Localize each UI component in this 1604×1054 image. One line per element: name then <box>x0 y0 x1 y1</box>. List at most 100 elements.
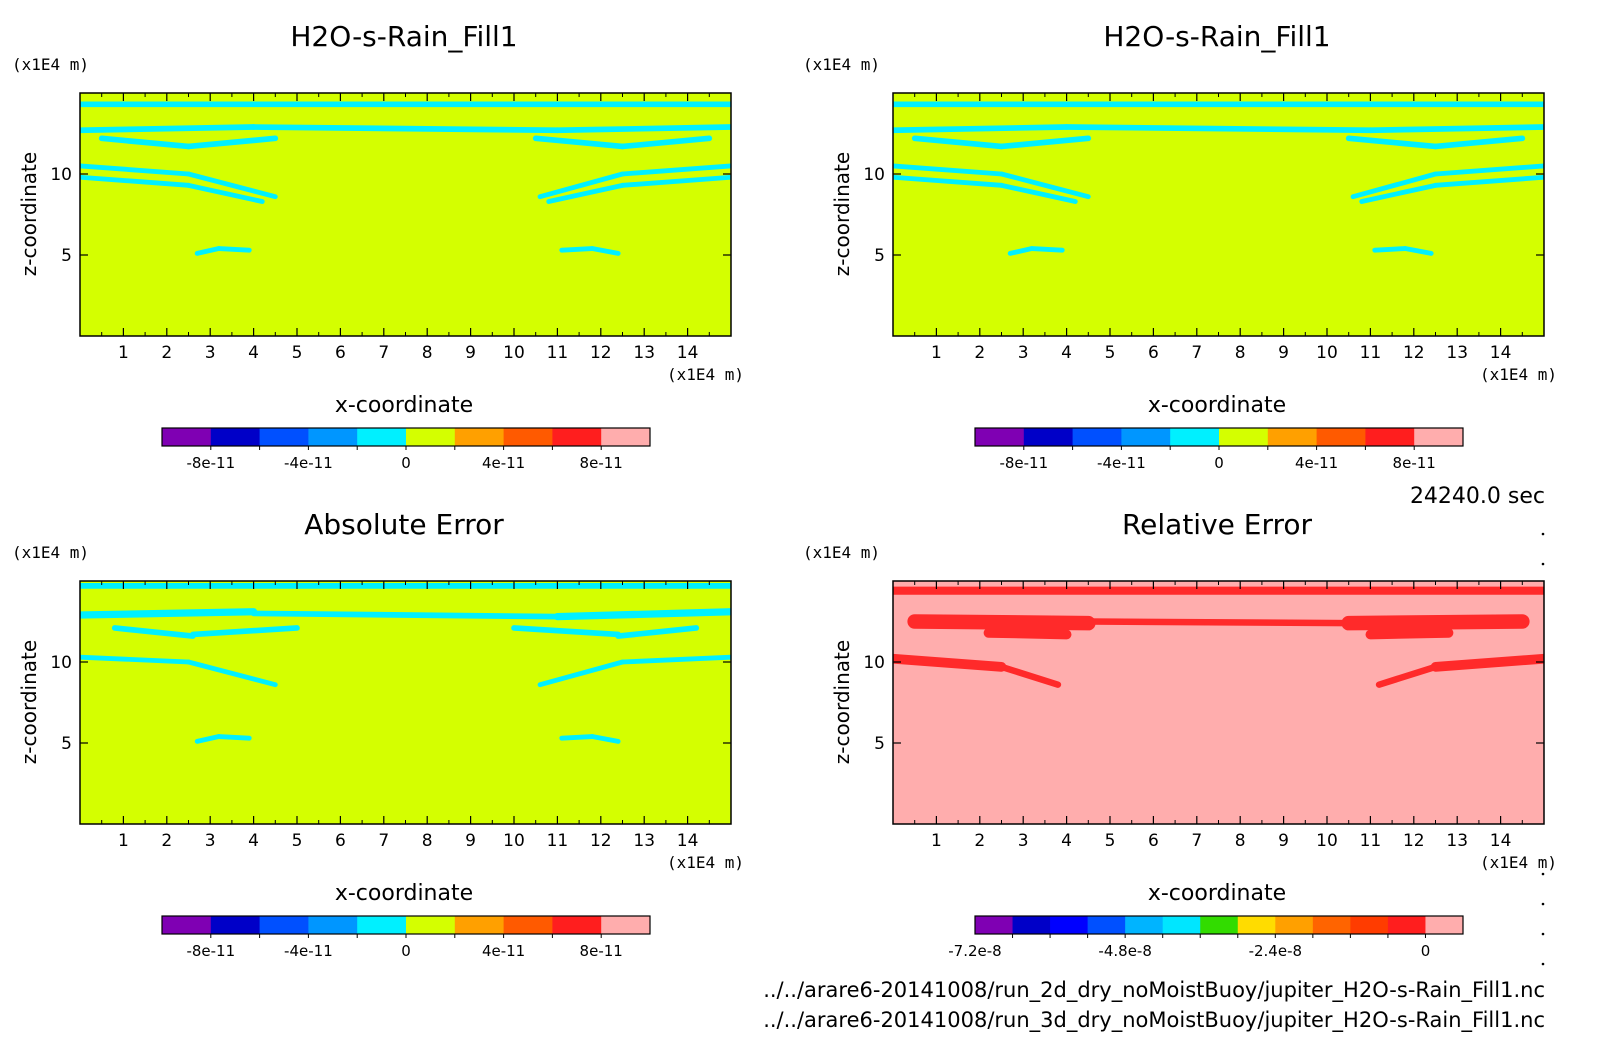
feature-band <box>1432 135 1526 150</box>
feature-band <box>80 124 257 134</box>
feature-band <box>553 608 731 621</box>
feature-band <box>250 124 561 134</box>
colorbar-tick-label: -8e-11 <box>999 454 1048 472</box>
margin-dots <box>1541 532 1545 966</box>
y-axis-label: z-coordinate <box>830 152 854 276</box>
plot-area <box>892 92 1545 337</box>
x-tick-label: 10 <box>1316 343 1338 363</box>
feature-band <box>186 171 278 200</box>
x-tick-label: 5 <box>1105 343 1116 363</box>
colorbar-swatch <box>454 428 505 446</box>
colorbar-swatch <box>357 916 407 934</box>
feature-band <box>1375 663 1439 688</box>
plot-area <box>79 92 732 337</box>
colorbar-swatch <box>1219 428 1269 446</box>
x-axis-label: x-coordinate <box>1148 881 1286 906</box>
y-tick-label: 10 <box>863 653 885 673</box>
colorbar-frame <box>974 915 1464 935</box>
panel-title: H2O-s-Rain_Fill1 <box>1103 20 1330 53</box>
x-tick-label: 2 <box>974 831 985 851</box>
colorbar-swatch <box>503 916 553 934</box>
colorbar-swatch <box>503 428 553 446</box>
feature-band <box>1029 246 1065 253</box>
colorbar-swatch <box>1365 428 1415 446</box>
feature-band <box>80 654 191 665</box>
feature-band <box>554 124 731 134</box>
time-label: 24240.0 sec <box>1410 484 1545 509</box>
colorbar-swatch <box>601 428 651 446</box>
x-tick-label: 7 <box>1191 343 1202 363</box>
feature-band <box>559 734 595 741</box>
colorbar-tick-label: 0 <box>1214 454 1224 472</box>
y-tick-labels: 5 10 <box>50 653 72 754</box>
colorbar-swatch <box>357 428 407 446</box>
feature-band <box>620 174 731 188</box>
x-tick-label: 11 <box>1360 831 1382 851</box>
x-tick-labels: 1 2 3 4 5 6 7 8 9 10 11 12 13 14 <box>931 831 1511 851</box>
feature-band <box>186 659 278 688</box>
feature-band <box>615 625 700 639</box>
x-tick-label: 9 <box>1278 343 1289 363</box>
x-tick-label: 13 <box>633 831 655 851</box>
field-background <box>893 93 1544 336</box>
x-tick-labels: 1 2 3 4 5 6 7 8 9 10 11 12 13 14 <box>118 343 698 363</box>
y-tick-label: 5 <box>874 246 885 266</box>
x-tick-label: 11 <box>547 343 569 363</box>
colorbar-tick-label: 4e-11 <box>482 942 525 960</box>
colorbar-swatch <box>1162 916 1201 934</box>
colorbar-tick-label: -2.4e-8 <box>1249 942 1302 960</box>
colorbar-swatch <box>1170 428 1220 446</box>
x-tick-label: 11 <box>1360 343 1382 363</box>
x-tick-label: 2 <box>161 831 172 851</box>
x-tick-label: 1 <box>118 831 129 851</box>
feature-band <box>620 654 731 665</box>
colorbar: -8e-11 -4e-11 0 4e-11 8e-11 <box>161 915 651 960</box>
colorbar-tick-label: 4e-11 <box>482 454 525 472</box>
feature-band <box>80 608 258 619</box>
feature-band <box>559 246 595 253</box>
colorbar-tick-label: 0 <box>1421 942 1431 960</box>
x-tick-label: 4 <box>248 343 259 363</box>
x-tick-labels: 1 2 3 4 5 6 7 8 9 10 11 12 13 14 <box>931 343 1511 363</box>
x-tick-label: 4 <box>1061 831 1072 851</box>
colorbar-tick-label: -4.8e-8 <box>1098 942 1151 960</box>
x-tick-label: 5 <box>1105 831 1116 851</box>
plot-area <box>79 580 732 825</box>
feature-band <box>1063 124 1374 134</box>
x-tick-label: 14 <box>1490 831 1512 851</box>
colorbar: -7.2e-8 -4.8e-8 -2.4e-8 0 <box>948 915 1464 960</box>
x-tick-label: 4 <box>248 831 259 851</box>
colorbar-swatch <box>1087 916 1126 934</box>
colorbar-tick-label: 8e-11 <box>1393 454 1436 472</box>
x-tick-label: 6 <box>1148 831 1159 851</box>
colorbar-swatch <box>1414 428 1464 446</box>
field-background <box>80 93 731 336</box>
x-tick-label: 6 <box>1148 343 1159 363</box>
x-tick-label: 6 <box>335 343 346 363</box>
feature-band <box>589 734 621 744</box>
x-tick-label: 1 <box>118 343 129 363</box>
y-axis-label: z-coordinate <box>17 640 41 764</box>
x-unit-label: (x1E4 m) <box>667 365 744 384</box>
x-tick-label: 12 <box>590 831 612 851</box>
colorbar-swatch <box>1312 916 1351 934</box>
colorbar-swatch <box>1425 916 1464 934</box>
x-tick-label: 12 <box>1403 831 1425 851</box>
feature-band <box>216 734 252 741</box>
x-tick-label: 6 <box>335 831 346 851</box>
colorbar-swatch <box>210 916 261 934</box>
x-tick-label: 10 <box>503 831 525 851</box>
feature-band <box>185 135 279 150</box>
feature-band <box>1359 182 1438 204</box>
x-tick-label: 9 <box>1278 831 1289 851</box>
colorbar-swatch <box>1275 916 1314 934</box>
panel-title: H2O-s-Rain_Fill1 <box>290 20 517 53</box>
feature-band <box>1433 163 1544 177</box>
feature-band <box>1341 614 1530 631</box>
colorbar-swatch <box>1350 916 1389 934</box>
feature-band <box>907 614 1096 631</box>
colorbar-swatch <box>162 916 212 934</box>
file-path-1: ../../arare6-20141008/run_2d_dry_noMoist… <box>763 978 1545 1003</box>
x-unit-label: (x1E4 m) <box>1480 365 1557 384</box>
